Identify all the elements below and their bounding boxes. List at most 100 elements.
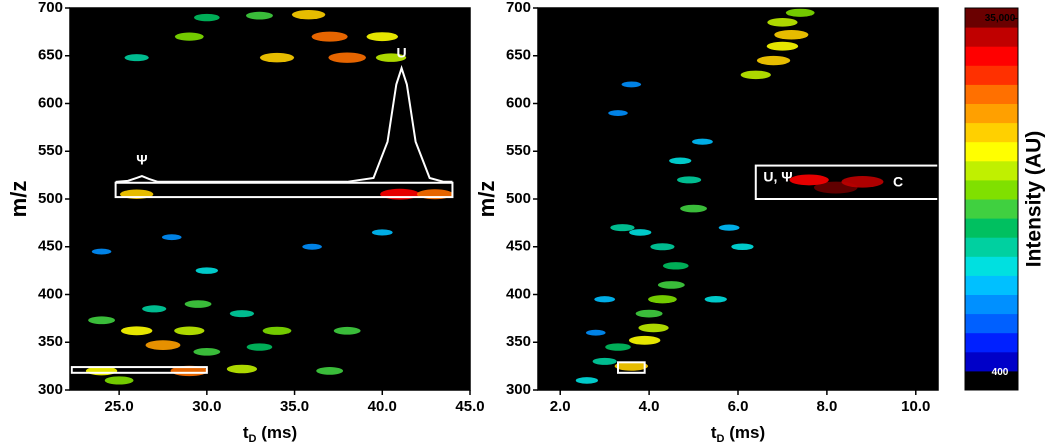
y-tick-label: 700 — [38, 0, 63, 16]
colorbar-band — [965, 332, 1018, 353]
annotation: C — [893, 173, 903, 189]
y-tick-label: 650 — [506, 47, 531, 64]
x-label-unit: (ms) — [725, 423, 766, 442]
highlight-box — [70, 366, 208, 374]
x-tick-label: 8.0 — [816, 398, 837, 415]
colorbar-band — [965, 160, 1018, 181]
intensity-spot — [161, 234, 182, 241]
intensity-spot — [621, 81, 642, 88]
x-tick-label: 25.0 — [105, 398, 134, 415]
intensity-spot — [91, 248, 112, 255]
intensity-spot — [328, 52, 366, 63]
intensity-spot — [586, 329, 606, 336]
intensity-spot — [142, 305, 167, 313]
x-axis-label: tD (ms) — [711, 423, 765, 444]
y-tick-label: 350 — [38, 333, 63, 350]
intensity-spot — [756, 55, 791, 66]
y-tick-label: 600 — [38, 94, 63, 111]
x-tick-label: 6.0 — [728, 398, 749, 415]
plot-content: U, Ψ C — [575, 8, 938, 384]
highlight-box — [754, 164, 938, 200]
x-label-main: t — [711, 423, 717, 442]
intensity-spot — [291, 10, 326, 20]
intensity-spot — [366, 32, 398, 42]
x-tick-label: 35.0 — [280, 398, 309, 415]
intensity-spot — [677, 176, 702, 184]
y-tick-label: 450 — [38, 238, 63, 255]
intensity-spot — [610, 224, 635, 232]
intensity-spot — [648, 295, 677, 304]
intensity-spot — [592, 357, 617, 365]
intensity-spot — [184, 300, 212, 308]
y-tick-label: 700 — [506, 0, 531, 16]
intensity-spot — [638, 323, 669, 333]
intensity-spot — [262, 326, 292, 335]
x-tick-label: 4.0 — [639, 398, 660, 415]
y-tick-label: 500 — [506, 190, 531, 207]
x-label-main: t — [243, 423, 249, 442]
colorbar-band — [965, 27, 1018, 47]
intensity-spot — [767, 18, 798, 27]
mobility-trace — [115, 64, 453, 183]
annotation: U, Ψ — [763, 169, 792, 185]
x-tick-label: 10.0 — [901, 398, 930, 415]
intensity-spot — [785, 8, 815, 17]
colorbar-band — [965, 65, 1018, 85]
intensity-spot — [302, 243, 322, 250]
x-axis-label: tD (ms) — [243, 423, 297, 444]
y-tick-label: 300 — [506, 381, 531, 398]
intensity-spot — [657, 281, 685, 289]
intensity-spot — [193, 347, 221, 356]
intensity-spot — [104, 376, 134, 385]
intensity-spot — [259, 52, 295, 63]
intensity-spot — [605, 343, 631, 351]
intensity-spot — [594, 296, 616, 303]
colorbar-band — [965, 122, 1018, 143]
intensity-spot — [316, 367, 344, 375]
intensity-spot — [789, 174, 829, 186]
annotation: Ψ — [136, 152, 147, 168]
colorbar-band — [965, 103, 1018, 124]
colorbar-band — [965, 370, 1018, 391]
intensity-spot — [195, 267, 218, 274]
intensity-spot — [333, 326, 361, 335]
colorbar-label: Intensity (AU) — [1023, 131, 1046, 268]
plot-content: ΨU — [70, 10, 454, 385]
intensity-spot — [614, 361, 648, 371]
colorbar-band — [965, 218, 1018, 238]
intensity-spot — [731, 243, 754, 251]
intensity-spot — [124, 54, 149, 62]
colorbar-band — [965, 237, 1018, 257]
intensity-spot — [246, 11, 273, 20]
colorbar-band — [965, 46, 1018, 66]
intensity-spot — [650, 243, 675, 251]
y-tick-label: 550 — [506, 142, 531, 159]
intensity-spot — [628, 335, 661, 345]
y-tick-label: 300 — [38, 381, 63, 398]
intensity-spot — [375, 53, 407, 62]
colorbar-tick-label: 35,000 — [985, 13, 1016, 24]
colorbar-band — [965, 294, 1018, 315]
intensity-spot — [246, 343, 273, 351]
colorbar-band — [965, 313, 1018, 334]
intensity-spot — [740, 70, 771, 80]
colorbar-frame — [964, 7, 1019, 391]
x-label-sub: D — [717, 433, 725, 445]
y-tick-label: 450 — [506, 238, 531, 255]
intensity-spot — [766, 41, 799, 51]
colorbar-band — [965, 179, 1018, 200]
intensity-spot — [692, 138, 713, 145]
intensity-spot — [669, 157, 692, 165]
annotation: U — [397, 45, 407, 61]
colorbar-band — [965, 8, 1018, 28]
y-tick-label: 400 — [506, 285, 531, 302]
x-label-sub: D — [249, 433, 257, 445]
colorbar-band — [965, 84, 1018, 104]
intensity-spot — [704, 295, 727, 303]
intensity-spot — [226, 364, 258, 374]
intensity-spot — [662, 262, 689, 270]
x-tick-label: 45.0 — [455, 398, 484, 415]
y-axis-label: m/z — [6, 181, 31, 218]
x-tick-label: 2.0 — [550, 398, 571, 415]
